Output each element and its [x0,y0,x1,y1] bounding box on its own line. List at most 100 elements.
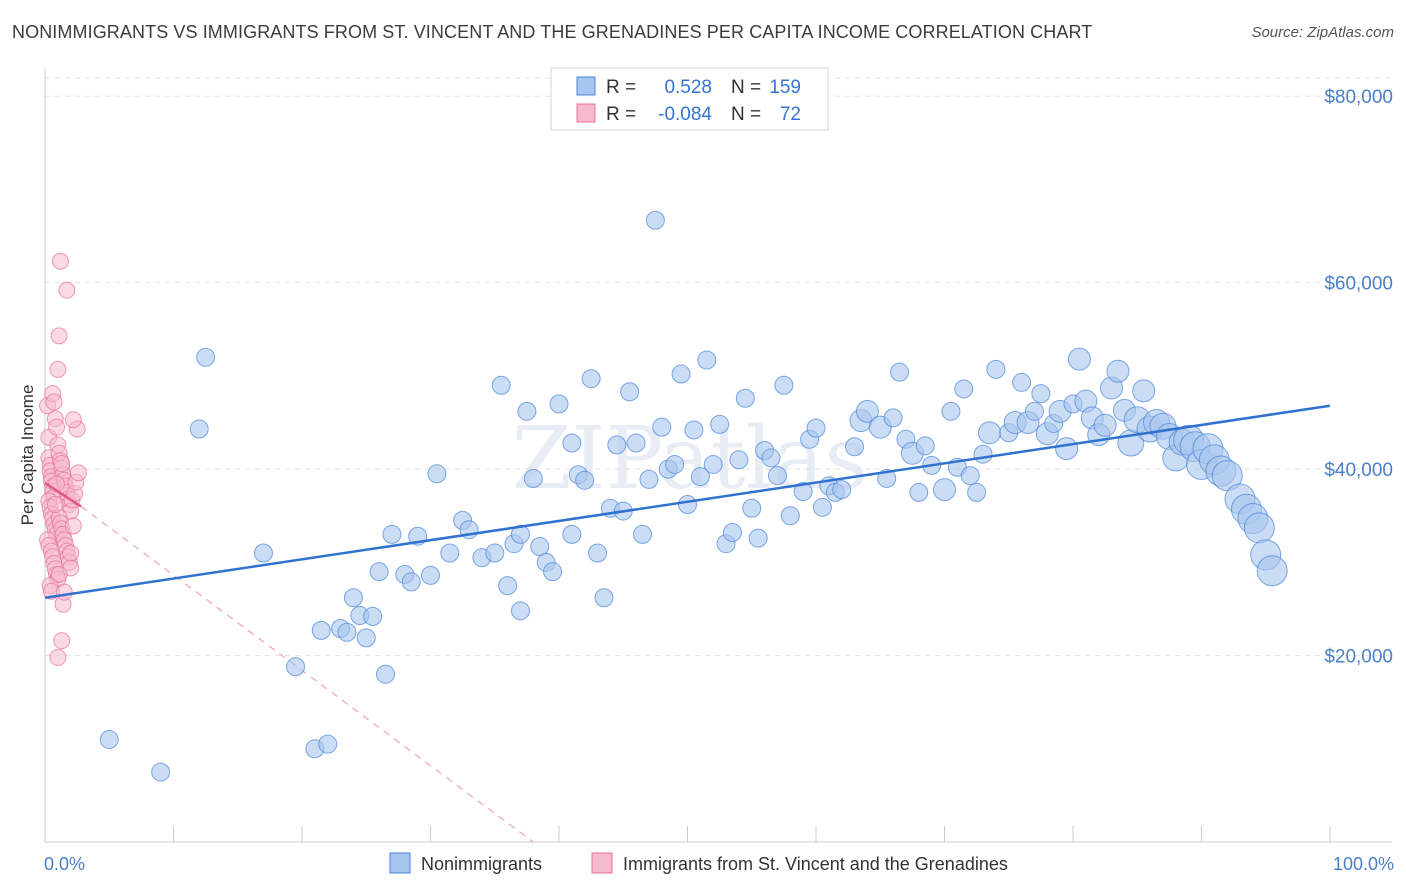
legend-r-value-2: -0.084 [658,104,712,125]
nonimmigrant-point-7 [318,734,338,754]
series-legend-immigrants: Immigrants from St. Vincent and the Gren… [623,854,1008,874]
immigrant-point-28 [45,393,63,411]
nonimmigrant-point-97 [954,379,974,399]
immigrant-point-61 [58,281,76,299]
immigrant-point-65 [55,583,73,601]
y-tick-label-2: $60,000 [1324,274,1393,295]
immigrant-point-63 [49,648,67,666]
immigrant-point-58 [49,360,67,378]
immigrants-points [39,252,87,666]
y-tick-label-1: $40,000 [1324,460,1393,481]
immigrant-point-71 [53,455,71,473]
nonimmigrant-point-141 [1243,512,1275,544]
series-legend: Nonimmigrants Immigrants from St. Vincen… [389,852,1008,874]
y-axis-label: Per Capita Income [18,385,37,526]
gridlines [45,77,1392,657]
nonimmigrant-point-56 [665,454,685,474]
legend-r-value-1: 0.528 [664,77,712,98]
nonimmigrant-point-57 [671,364,691,384]
immigrant-point-67 [62,544,80,562]
immigrant-point-68 [50,565,68,583]
nonimmigrant-point-65 [722,523,742,543]
nonimmigrant-point-1 [151,762,171,782]
nonimmigrant-point-120 [1106,359,1130,383]
nonimmigrant-point-81 [832,480,852,500]
nonimmigrant-point-16 [376,664,396,684]
nonimmigrant-point-22 [427,464,447,484]
legend-swatch-blue [576,76,596,96]
immigrant-point-59 [50,327,68,345]
nonimmigrant-point-91 [909,482,929,502]
nonimmigrant-point-87 [883,408,903,428]
nonimmigrant-point-27 [485,543,505,563]
x-tick-label-min: 0.0% [44,854,85,874]
nonimmigrant-point-43 [581,369,601,389]
nonimmigrant-point-40 [562,524,582,544]
nonimmigrant-point-5 [286,657,306,677]
y-tick-labels: $20,000 $40,000 $60,000 $80,000 [1324,87,1393,667]
immigrant-point-30 [48,418,66,436]
nonimmigrant-point-94 [933,478,956,502]
nonimmigrant-point-3 [196,347,216,367]
series-legend-swatch-blue [389,852,411,874]
nonimmigrant-point-54 [652,417,672,437]
nonimmigrant-point-84 [855,399,879,423]
nonimmigrant-point-38 [549,394,569,414]
nonimmigrants-trend-line [44,404,1331,600]
nonimmigrant-point-13 [356,628,376,648]
nonimmigrant-point-4 [253,543,273,563]
nonimmigrant-point-33 [517,401,537,421]
x-tick-label-max: 100.0% [1333,854,1394,874]
nonimmigrant-point-63 [710,414,730,434]
nonimmigrant-point-34 [523,468,543,488]
nonimmigrant-point-100 [973,444,993,464]
nonimmigrant-point-101 [977,421,1001,445]
nonimmigrant-point-73 [774,375,794,395]
trend-lines [44,404,1331,600]
immigrant-point-57 [64,411,82,429]
nonimmigrant-point-31 [510,524,530,544]
nonimmigrant-point-21 [421,565,440,585]
nonimmigrant-point-68 [742,498,762,518]
nonimmigrant-point-51 [633,524,653,544]
nonimmigrant-point-99 [967,482,987,502]
legend-r-label-2: R = [606,104,636,125]
nonimmigrant-point-45 [594,588,614,608]
nonimmigrant-point-52 [639,469,659,489]
nonimmigrant-point-2 [189,419,209,439]
nonimmigrant-point-58 [678,495,697,515]
nonimmigrant-point-39 [562,433,582,453]
series-legend-swatch-pink [591,852,613,874]
nonimmigrant-point-61 [697,350,717,370]
immigrants-trend-dashed [80,505,534,843]
nonimmigrant-point-92 [915,436,935,456]
nonimmigrant-point-62 [703,454,723,474]
y-tick-label-0: $20,000 [1324,647,1393,668]
nonimmigrant-point-50 [626,433,646,453]
nonimmigrant-point-28 [491,375,511,395]
legend-n-value-2: 72 [780,104,801,125]
nonimmigrant-point-37 [543,562,563,582]
nonimmigrant-point-124 [1132,379,1156,403]
nonimmigrant-point-102 [986,359,1006,379]
nonimmigrant-point-11 [343,588,363,608]
nonimmigrant-point-17 [382,524,402,544]
nonimmigrant-point-29 [498,576,518,596]
series-legend-nonimmigrants: Nonimmigrants [421,854,542,874]
nonimmigrant-point-14 [363,606,383,626]
nonimmigrant-point-0 [99,729,119,749]
nonimmigrant-point-143 [1256,555,1288,587]
nonimmigrant-point-114 [1067,347,1091,371]
nonimmigrant-point-108 [1031,384,1051,404]
nonimmigrant-point-59 [684,420,704,440]
legend-n-label-1: N = [731,77,761,98]
nonimmigrant-point-82 [845,437,865,457]
nonimmigrant-point-78 [812,497,832,517]
nonimmigrant-point-67 [735,388,755,408]
nonimmigrant-point-42 [575,470,595,490]
nonimmigrant-point-75 [793,481,813,501]
nonimmigrant-point-98 [960,466,980,486]
nonimmigrant-point-118 [1093,413,1117,437]
nonimmigrant-point-44 [588,543,608,563]
legend-r-label-1: R = [606,77,636,98]
